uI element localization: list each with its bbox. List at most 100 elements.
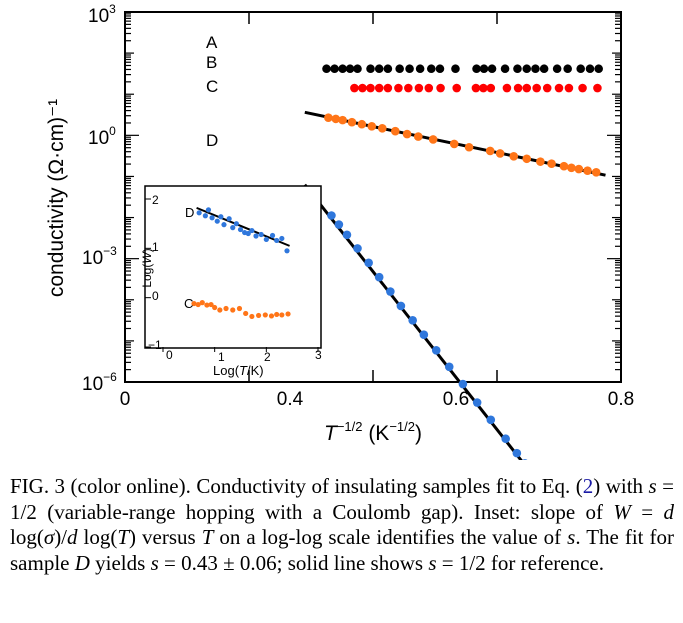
inset-point-c xyxy=(262,312,268,318)
inset-point-d xyxy=(279,235,285,242)
data-point-b xyxy=(424,83,434,93)
inset-point-c xyxy=(274,311,280,318)
data-point-c xyxy=(567,163,576,173)
inset-y-tick-label: 1 xyxy=(152,240,159,254)
y-tick-label: 103 xyxy=(88,2,116,27)
y-tick-label: 10−6 xyxy=(82,370,117,395)
inset-point-c xyxy=(249,313,255,320)
inset-point-d xyxy=(263,236,269,243)
inset-point-c xyxy=(268,313,275,319)
data-point-b xyxy=(513,83,523,93)
data-point-c xyxy=(402,129,412,139)
data-point-c xyxy=(428,135,438,144)
x-tick-label: 0 xyxy=(120,389,131,410)
series-labels: A B C D xyxy=(206,33,218,150)
data-point-b xyxy=(542,83,552,93)
data-point-a xyxy=(552,64,562,74)
data-point-a xyxy=(563,64,572,74)
inset-y-tick-label: 0 xyxy=(152,289,159,303)
data-point-c xyxy=(559,161,569,171)
inset-point-c xyxy=(195,301,201,308)
inset-tick-labels: 2 1 0 −1 0 1 2 3 xyxy=(148,193,322,364)
series-label-b: B xyxy=(206,53,217,72)
inset-point-c xyxy=(199,300,205,306)
inset-point-d xyxy=(196,210,202,216)
inset-point-c xyxy=(255,312,262,319)
data-point-b xyxy=(471,83,481,93)
x-tick-label: 0.6 xyxy=(443,389,469,410)
inset-x-tick-label: 2 xyxy=(264,350,271,364)
equation-link[interactable]: 2 xyxy=(582,474,594,498)
inset-point-c xyxy=(223,305,229,312)
y-tick-label: 100 xyxy=(88,124,116,149)
data-point-a xyxy=(345,64,355,74)
data-point-a xyxy=(383,64,393,74)
data-point-d xyxy=(386,287,395,296)
data-point-c xyxy=(391,126,400,136)
data-point-d xyxy=(472,398,482,407)
data-point-a xyxy=(330,64,339,74)
inset-fit-line xyxy=(196,206,290,247)
data-point-c xyxy=(522,154,532,164)
data-point-a xyxy=(539,64,549,74)
inset-point-d xyxy=(284,248,290,254)
data-point-d xyxy=(419,330,429,340)
data-point-b xyxy=(554,83,564,93)
data-point-d xyxy=(374,272,384,282)
data-point-a xyxy=(338,64,347,74)
data-point-d xyxy=(353,244,362,253)
inset-point-c xyxy=(217,307,223,313)
x-tick-label: 0.4 xyxy=(277,389,304,410)
inset-fit-line-d xyxy=(196,206,290,247)
inset-x-tick-label: 0 xyxy=(166,348,173,362)
data-point-d xyxy=(396,301,406,311)
data-point-c xyxy=(324,113,333,122)
data-point-d xyxy=(444,362,454,372)
data-point-c xyxy=(347,117,357,127)
data-point-c xyxy=(449,139,459,149)
data-point-b xyxy=(532,83,541,93)
data-point-b xyxy=(593,83,602,93)
data-point-b xyxy=(350,83,359,93)
series-label-c: C xyxy=(206,77,218,96)
data-point-c xyxy=(413,132,423,141)
data-point-a xyxy=(576,64,585,74)
x-axis-title: T−1/2 (K−1/2) xyxy=(324,419,422,445)
data-point-a xyxy=(426,64,436,74)
inset-x-axis-title: Log(T/K) xyxy=(213,363,264,378)
data-point-a xyxy=(487,64,497,74)
data-point-a xyxy=(435,64,445,74)
data-point-d xyxy=(342,230,352,240)
inset-point-d xyxy=(214,218,220,224)
data-point-b xyxy=(436,83,445,93)
data-point-d xyxy=(458,379,468,389)
data-point-c xyxy=(485,146,495,156)
inset-point-d xyxy=(230,225,236,231)
inset-point-d xyxy=(249,227,255,234)
inset-point-c xyxy=(191,300,197,307)
data-point-a xyxy=(395,64,404,74)
data-point-b xyxy=(502,83,512,93)
inset-point-d xyxy=(205,207,212,213)
data-point-d xyxy=(334,220,344,229)
inset-point-c xyxy=(279,312,285,318)
data-point-d xyxy=(431,346,441,355)
inset-frame xyxy=(144,185,322,349)
x-tick-label: 0.8 xyxy=(608,389,634,410)
data-point-d xyxy=(408,316,417,325)
data-point-a xyxy=(322,64,331,74)
inset-point-c xyxy=(243,310,249,317)
data-point-a xyxy=(522,64,532,74)
inset-point-d xyxy=(218,214,224,220)
data-point-a xyxy=(594,64,603,74)
data-point-d xyxy=(522,459,528,460)
inset-point-d xyxy=(274,237,280,244)
data-point-c xyxy=(574,164,584,174)
data-point-b xyxy=(564,83,574,93)
inset-point-d xyxy=(269,232,276,239)
data-point-c xyxy=(367,121,377,131)
data-point-a xyxy=(353,64,362,74)
data-point-d xyxy=(364,258,373,268)
series-label-a: A xyxy=(206,33,218,52)
data-point-c xyxy=(338,115,347,125)
